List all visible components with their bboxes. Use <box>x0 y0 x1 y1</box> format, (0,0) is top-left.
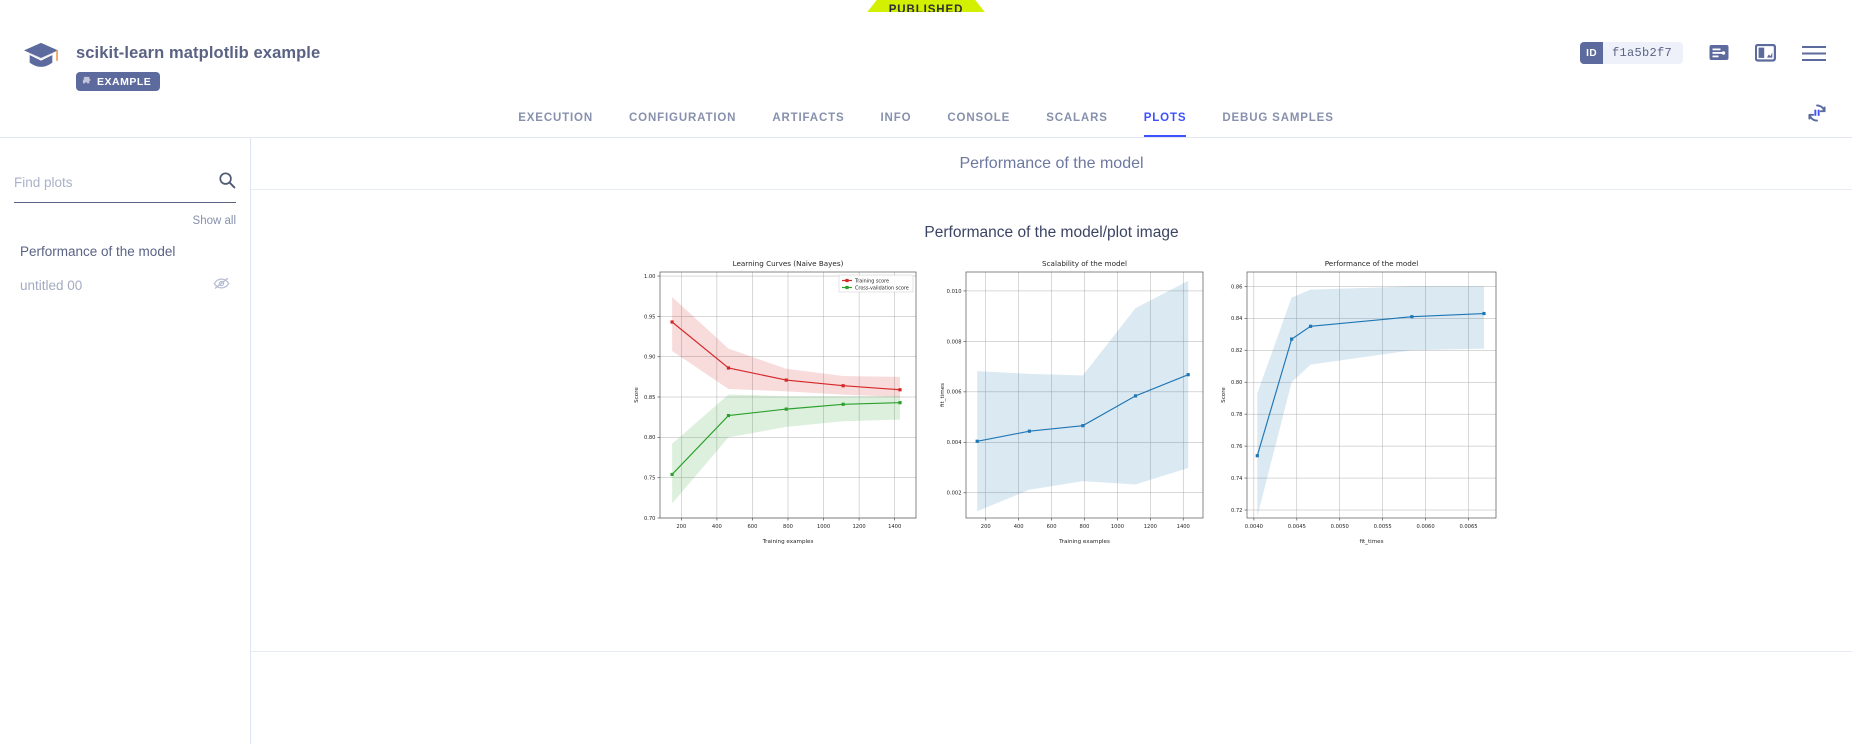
search-input[interactable] <box>14 175 218 190</box>
svg-text:600: 600 <box>747 524 757 530</box>
id-value: f1a5b2f7 <box>1611 46 1672 60</box>
svg-text:800: 800 <box>783 524 793 530</box>
svg-text:0.0055: 0.0055 <box>1373 524 1391 530</box>
page-body: Show all Performance of the model untitl… <box>0 138 1852 744</box>
experiment-header: scikit-learn matplotlib example EXAMPLE … <box>0 12 1852 100</box>
svg-text:0.95: 0.95 <box>643 314 655 320</box>
svg-text:Training score: Training score <box>854 278 889 284</box>
svg-text:Scalability of the model: Scalability of the model <box>1042 259 1127 268</box>
svg-text:0.010: 0.010 <box>946 289 961 295</box>
tab-bar: EXECUTION CONFIGURATION ARTIFACTS INFO C… <box>0 100 1852 138</box>
search-icon[interactable] <box>218 171 236 194</box>
plot-card-footer <box>251 652 1852 744</box>
svg-text:Performance of the model: Performance of the model <box>1324 259 1418 268</box>
tab-plots[interactable]: PLOTS <box>1126 112 1205 137</box>
svg-text:0.90: 0.90 <box>643 355 655 361</box>
svg-text:Cross-validation score: Cross-validation score <box>855 285 909 291</box>
svg-text:200: 200 <box>676 524 686 530</box>
svg-text:0.76: 0.76 <box>1230 444 1242 450</box>
title-column: scikit-learn matplotlib example EXAMPLE <box>76 34 320 91</box>
id-label: ID <box>1580 42 1603 64</box>
list-view-icon[interactable] <box>1709 44 1729 62</box>
svg-text:0.0060: 0.0060 <box>1416 524 1434 530</box>
svg-text:0.84: 0.84 <box>1230 316 1242 322</box>
tab-console[interactable]: CONSOLE <box>947 112 1011 124</box>
svg-text:600: 600 <box>1046 524 1056 530</box>
svg-text:0.004: 0.004 <box>946 440 962 446</box>
figure-learning-curves[interactable]: Learning Curves (Naive Bayes) 200 400 600 80… <box>623 256 924 551</box>
tab-execution[interactable]: EXECUTION <box>518 112 594 124</box>
svg-text:0.86: 0.86 <box>1230 284 1242 290</box>
example-badge: EXAMPLE <box>76 72 161 91</box>
svg-text:400: 400 <box>1013 524 1023 530</box>
svg-text:400: 400 <box>711 524 721 530</box>
sidebar-plot-group[interactable]: Performance of the model <box>20 244 176 259</box>
tab-scalars[interactable]: SCALARS <box>1046 112 1108 124</box>
svg-text:0.0045: 0.0045 <box>1287 524 1305 530</box>
svg-text:0.75: 0.75 <box>643 476 655 482</box>
plots-main: Performance of the model Performance of … <box>251 138 1852 744</box>
svg-text:1000: 1000 <box>816 524 829 530</box>
svg-text:0.002: 0.002 <box>946 491 961 497</box>
svg-text:0.80: 0.80 <box>643 435 655 441</box>
figure-performance[interactable]: Performance of the model 0.0040 0.0045 0.00… <box>1210 256 1498 551</box>
tab-configuration[interactable]: CONFIGURATION <box>629 112 737 124</box>
puzzle-icon <box>82 76 93 87</box>
svg-text:1400: 1400 <box>1176 524 1189 530</box>
plot-item-label: untitled 00 <box>20 277 83 293</box>
example-badge-label: EXAMPLE <box>97 75 152 88</box>
svg-text:fit_times: fit_times <box>940 383 946 407</box>
main-section-header: Performance of the model <box>251 138 1852 190</box>
svg-text:1200: 1200 <box>852 524 865 530</box>
svg-text:1000: 1000 <box>1110 524 1123 530</box>
auto-refresh-icon[interactable] <box>1806 102 1828 129</box>
plot-search-row <box>14 171 236 203</box>
tabs-container: EXECUTION CONFIGURATION ARTIFACTS INFO C… <box>500 112 1351 137</box>
figures-row: Learning Curves (Naive Bayes) 200 400 600 80… <box>251 256 1852 551</box>
svg-text:fit_times: fit_times <box>1359 539 1383 545</box>
svg-text:Training examples: Training examples <box>1058 539 1110 545</box>
svg-text:0.0040: 0.0040 <box>1244 524 1262 530</box>
svg-text:0.80: 0.80 <box>1230 380 1242 386</box>
svg-text:Learning Curves (Naive Bayes): Learning Curves (Naive Bayes) <box>732 259 843 268</box>
tab-artifacts[interactable]: ARTIFACTS <box>772 112 845 124</box>
graduation-cap-icon <box>22 40 60 74</box>
svg-text:0.74: 0.74 <box>1230 476 1242 482</box>
tab-debug-samples[interactable]: DEBUG SAMPLES <box>1222 112 1334 124</box>
svg-text:0.72: 0.72 <box>1230 508 1242 514</box>
svg-text:0.008: 0.008 <box>946 339 961 345</box>
header-actions: ID f1a5b2f7 <box>1580 42 1826 64</box>
svg-text:Score: Score <box>1221 387 1227 403</box>
svg-text:0.006: 0.006 <box>946 390 961 396</box>
svg-text:200: 200 <box>980 524 990 530</box>
svg-text:0.0050: 0.0050 <box>1330 524 1348 530</box>
brand-block: scikit-learn matplotlib example EXAMPLE <box>22 34 320 91</box>
experiment-title: scikit-learn matplotlib example <box>76 44 321 62</box>
svg-text:0.82: 0.82 <box>1230 348 1242 354</box>
page-title: Performance of the model <box>959 154 1144 172</box>
svg-text:Training examples: Training examples <box>761 539 813 545</box>
svg-text:0.70: 0.70 <box>643 516 655 522</box>
svg-text:0.85: 0.85 <box>643 395 655 401</box>
svg-text:0.78: 0.78 <box>1230 412 1242 418</box>
svg-text:1.00: 1.00 <box>643 274 655 280</box>
plots-sidebar: Show all Performance of the model untitl… <box>0 138 251 744</box>
svg-text:Score: Score <box>634 387 640 403</box>
show-all-link[interactable]: Show all <box>192 215 236 227</box>
plot-card-title: Performance of the model/plot image <box>924 224 1179 241</box>
svg-text:0.0065: 0.0065 <box>1459 524 1477 530</box>
figure-scalability[interactable]: Scalability of the model 200 400 600 800 1000… <box>923 256 1211 551</box>
eye-off-icon[interactable] <box>213 276 230 294</box>
svg-text:800: 800 <box>1079 524 1089 530</box>
svg-text:1400: 1400 <box>888 524 901 530</box>
published-ribbon-bar: PUBLISHED <box>0 0 1852 12</box>
tab-info[interactable]: INFO <box>880 112 912 124</box>
split-panel-icon[interactable] <box>1755 44 1776 62</box>
svg-text:1200: 1200 <box>1143 524 1156 530</box>
plot-card: Performance of the model/plot image Lear… <box>251 190 1852 652</box>
list-item[interactable]: untitled 00 <box>14 272 236 298</box>
experiment-id-chip[interactable]: ID f1a5b2f7 <box>1580 42 1683 64</box>
hamburger-menu-icon[interactable] <box>1802 45 1826 62</box>
